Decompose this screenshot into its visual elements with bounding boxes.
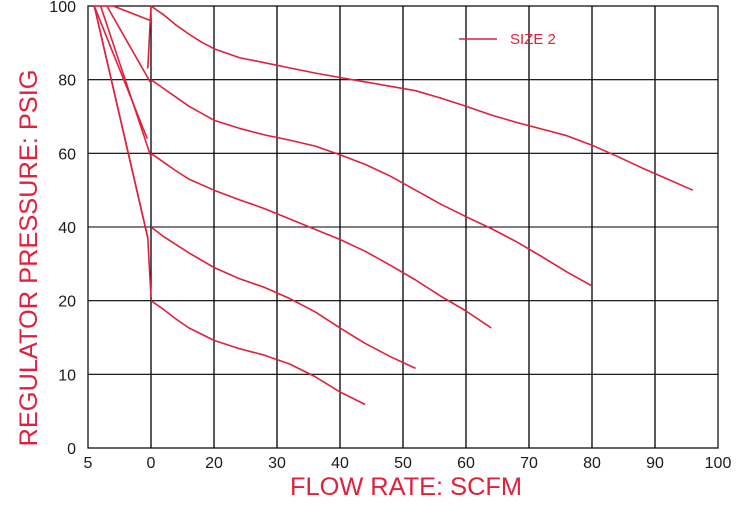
x-tick-label: 100 bbox=[705, 455, 732, 472]
droop-line bbox=[99, 5, 152, 158]
y-tick-label: 20 bbox=[58, 294, 76, 311]
y-tick-label: 40 bbox=[58, 220, 76, 237]
series-line-4 bbox=[150, 226, 416, 370]
x-tick-label: 70 bbox=[520, 455, 538, 472]
x-tick-label: 90 bbox=[646, 455, 664, 472]
x-tick-label: 5 bbox=[84, 455, 93, 472]
x-tick-label: 30 bbox=[268, 455, 286, 472]
series-line-2 bbox=[150, 79, 593, 287]
y-tick-label: 0 bbox=[67, 441, 76, 458]
y-tick-label: 10 bbox=[58, 367, 76, 384]
x-tick-label: 40 bbox=[331, 455, 349, 472]
y-tick-label: 80 bbox=[58, 73, 76, 90]
x-tick-label: 80 bbox=[583, 455, 601, 472]
series-lines bbox=[93, 5, 694, 406]
legend: SIZE 2 bbox=[459, 31, 556, 48]
droop-line bbox=[112, 5, 152, 22]
series-line-3 bbox=[150, 152, 492, 329]
legend-label: SIZE 2 bbox=[510, 31, 556, 48]
y-tick-label: 60 bbox=[58, 146, 76, 163]
y-tick-labels: 0 10 20 40 60 80 100 bbox=[49, 0, 76, 458]
x-tick-label: 0 bbox=[147, 455, 156, 472]
x-tick-label: 50 bbox=[394, 455, 412, 472]
x-tick-labels: 5 0 20 30 40 50 60 70 80 90 100 bbox=[84, 455, 732, 472]
droop-line bbox=[106, 5, 152, 84]
x-tick-label: 60 bbox=[457, 455, 475, 472]
grid bbox=[87, 5, 719, 449]
y-axis-title: REGULATOR PRESSURE: PSIG bbox=[15, 70, 43, 447]
x-axis-title: FLOW RATE: SCFM bbox=[290, 473, 522, 501]
x-tick-label: 20 bbox=[205, 455, 223, 472]
y-tick-label: 100 bbox=[49, 0, 76, 16]
series-line-5 bbox=[150, 300, 366, 406]
droop-line bbox=[93, 5, 149, 239]
